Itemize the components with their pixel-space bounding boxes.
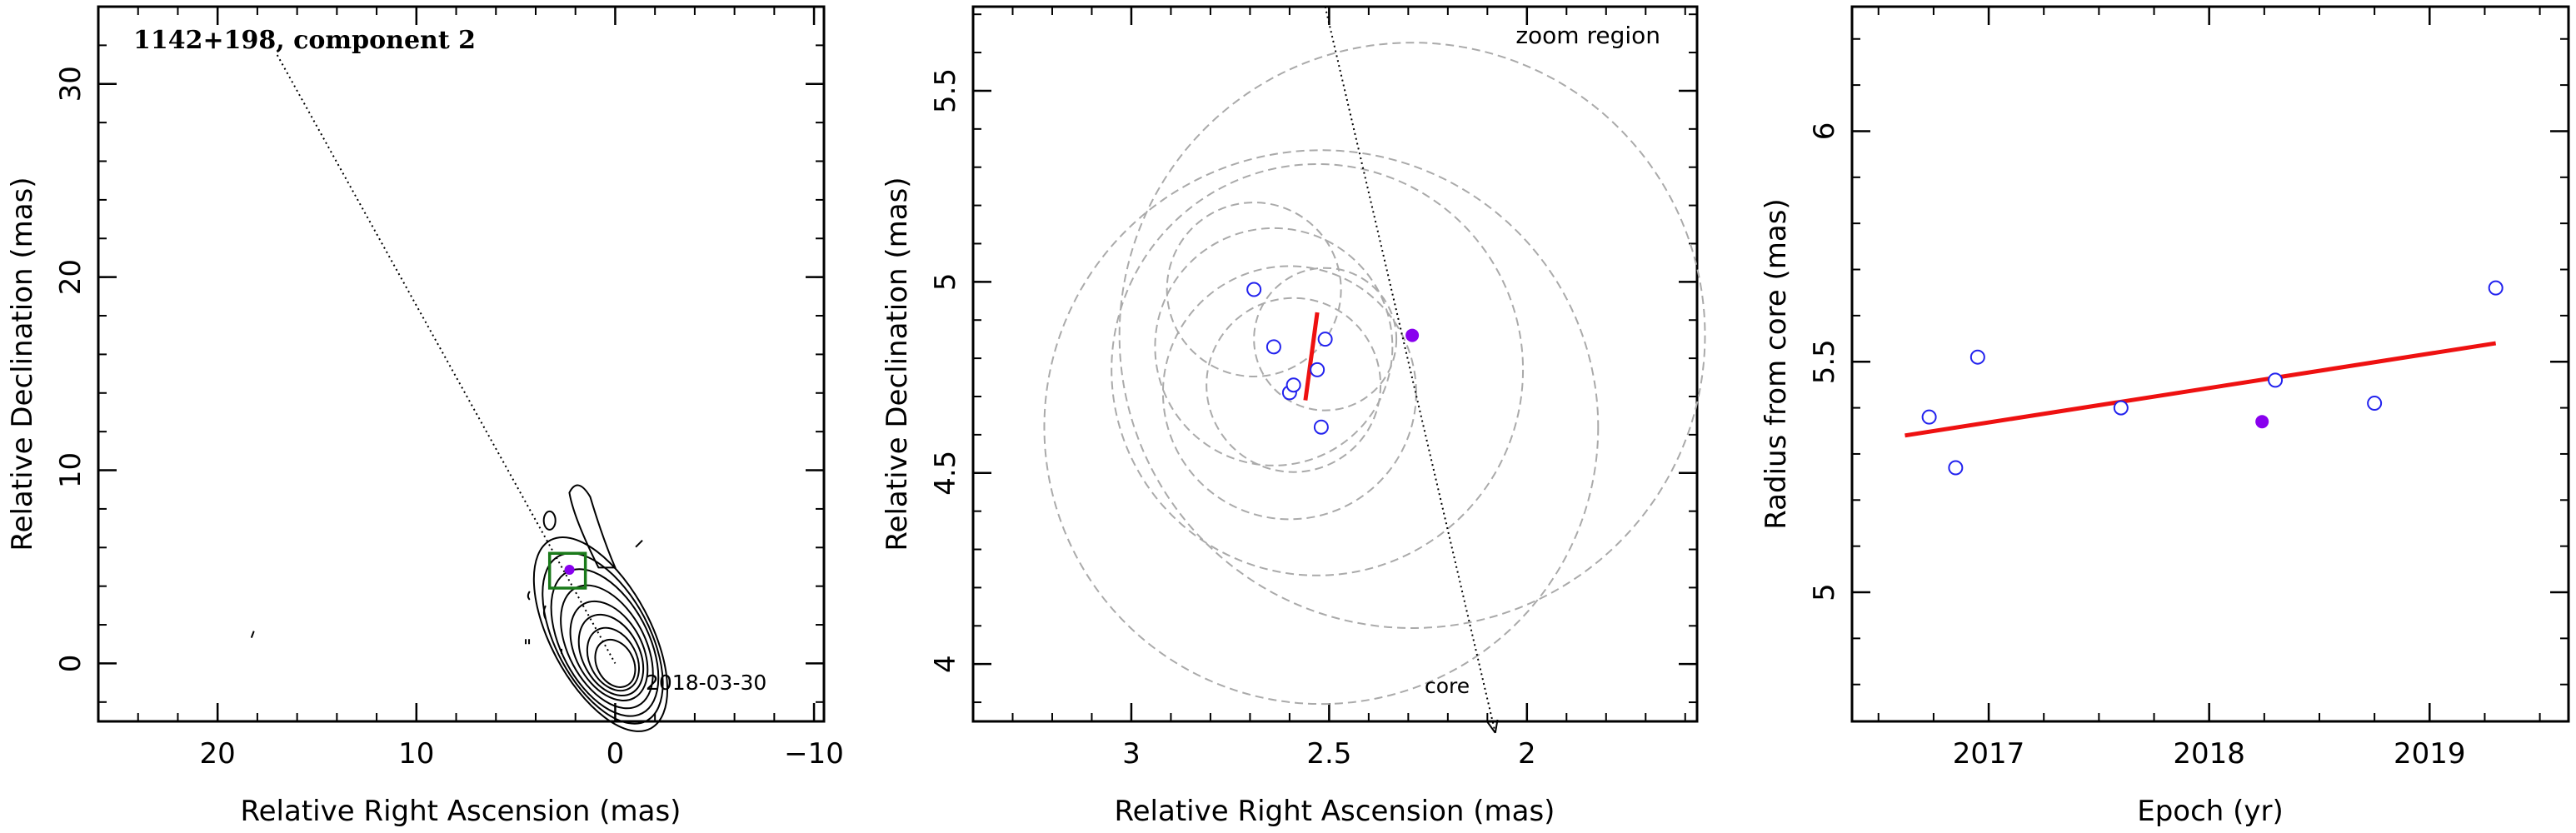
- x-tick-label: 10: [398, 737, 434, 771]
- panel-radius-epoch: 2017 2018 2019 5 5.5 6 Epoch (yr) Radius from…: [1760, 5, 2570, 828]
- panel1-plot-frame: [97, 5, 826, 723]
- y-tick-label: 20: [54, 259, 87, 295]
- data-point: [2367, 396, 2383, 412]
- contour-jet-extension: [568, 484, 617, 569]
- panel2-content: [1043, 6, 1706, 734]
- data-point: [2113, 400, 2129, 416]
- panel2-ticks: [972, 7, 1697, 721]
- contour-level: [550, 568, 660, 717]
- data-point-current-epoch: [1405, 328, 1420, 342]
- data-point-current-epoch: [2255, 415, 2269, 429]
- panel1-content: [250, 54, 669, 732]
- panel2-zoom-annotation: zoom region: [1515, 22, 1660, 49]
- data-point: [1313, 419, 1329, 435]
- data-point: [1266, 339, 1281, 355]
- panel3-content: [1905, 280, 2504, 476]
- y-tick-label: 0: [54, 655, 87, 673]
- jet-direction-line: [276, 54, 617, 664]
- x-tick-label: 2.5: [1306, 737, 1351, 771]
- contour-level: [577, 613, 645, 697]
- x-tick-label: 3: [1122, 737, 1141, 771]
- x-tick-label: 2017: [1953, 737, 2025, 771]
- panel1-ticks: [97, 6, 824, 721]
- panel3-plot-frame: [1850, 5, 2570, 723]
- motion-vector: [1303, 312, 1320, 401]
- panel1-date-annotation: 2018-03-30: [646, 671, 766, 695]
- error-circle: [1154, 227, 1394, 466]
- data-point: [2488, 280, 2504, 296]
- error-circle: [1253, 267, 1398, 412]
- y-tick-label: 5: [1808, 583, 1841, 601]
- component-marker: [564, 564, 575, 575]
- contour-fragment: [525, 639, 531, 645]
- panel3-tick-labels: 2017 2018 2019 5 5.5 6: [1808, 122, 2466, 771]
- y-tick-label: 5.5: [929, 68, 962, 113]
- error-circle: [1206, 297, 1382, 473]
- data-point: [1948, 460, 1964, 476]
- contour-fragment: [542, 605, 547, 620]
- x-tick-label: −10: [784, 737, 844, 771]
- x-tick-label: 2: [1518, 737, 1536, 771]
- panel1-y-axis-label: Relative Declination (mas): [6, 177, 39, 551]
- y-tick-label: 4: [929, 655, 962, 673]
- core-arrowhead: [1486, 719, 1499, 734]
- error-circle: [1166, 202, 1342, 377]
- y-tick-label: 10: [54, 452, 87, 488]
- zoom-region-box: [547, 551, 587, 590]
- contour-level: [542, 552, 664, 725]
- error-circle: [1111, 162, 1525, 576]
- error-circle: [1043, 149, 1600, 706]
- panel2-plot-frame: [971, 5, 1699, 723]
- data-point: [1286, 377, 1301, 393]
- contour-level: [569, 600, 649, 701]
- contour-fragment: [635, 539, 643, 548]
- x-tick-label: 0: [607, 737, 625, 771]
- panel1-tick-labels: 20 10 0 −10 0 10 20 30: [54, 66, 844, 771]
- y-tick-label: 5: [929, 273, 962, 292]
- panel3-ticks: [1852, 7, 2569, 721]
- y-tick-label: 6: [1808, 122, 1841, 141]
- x-tick-label: 20: [200, 737, 236, 771]
- panel-sky-map: 20 10 0 −10 0 10 20 30 1142+198, component 2 20…: [6, 5, 844, 828]
- y-tick-label: 5.5: [1808, 339, 1841, 384]
- x-tick-label: 2018: [2173, 737, 2245, 771]
- panel2-y-axis-label: Relative Declination (mas): [881, 177, 914, 551]
- contour-fragment: [527, 591, 531, 601]
- error-circle: [1161, 265, 1417, 521]
- panel-zoom-region: 3 2.5 2 4 4.5 5 5.5 zoom region core Relative …: [881, 5, 1706, 828]
- panel2-tick-labels: 3 2.5 2 4 4.5 5 5.5: [929, 68, 1536, 771]
- y-tick-label: 30: [54, 66, 87, 102]
- data-point: [1317, 332, 1333, 347]
- panel2-core-annotation: core: [1425, 674, 1470, 698]
- data-point: [1969, 349, 1985, 365]
- x-tick-label: 2019: [2394, 737, 2466, 771]
- panel3-x-axis-label: Epoch (yr): [2137, 795, 2284, 828]
- contour-level: [532, 536, 669, 732]
- data-point: [1246, 282, 1262, 297]
- data-point: [2268, 372, 2284, 388]
- panel1-x-axis-label: Relative Right Ascension (mas): [241, 795, 681, 828]
- contour-level: [594, 639, 637, 688]
- contour-level: [586, 626, 640, 692]
- error-circle: [1118, 42, 1706, 629]
- y-tick-label: 4.5: [929, 451, 962, 496]
- contour-level: [560, 584, 654, 710]
- linear-fit-line: [1905, 341, 2497, 438]
- panel1-title: 1142+198, component 2: [133, 26, 476, 55]
- panel2-x-axis-label: Relative Right Ascension (mas): [1115, 795, 1555, 828]
- contour-fragment: [250, 631, 255, 639]
- data-point: [1310, 362, 1325, 377]
- data-point: [1921, 409, 1937, 425]
- contour-blob: [542, 510, 557, 531]
- core-direction-line: [1324, 6, 1496, 733]
- panel3-y-axis-label: Radius from core (mas): [1760, 198, 1793, 529]
